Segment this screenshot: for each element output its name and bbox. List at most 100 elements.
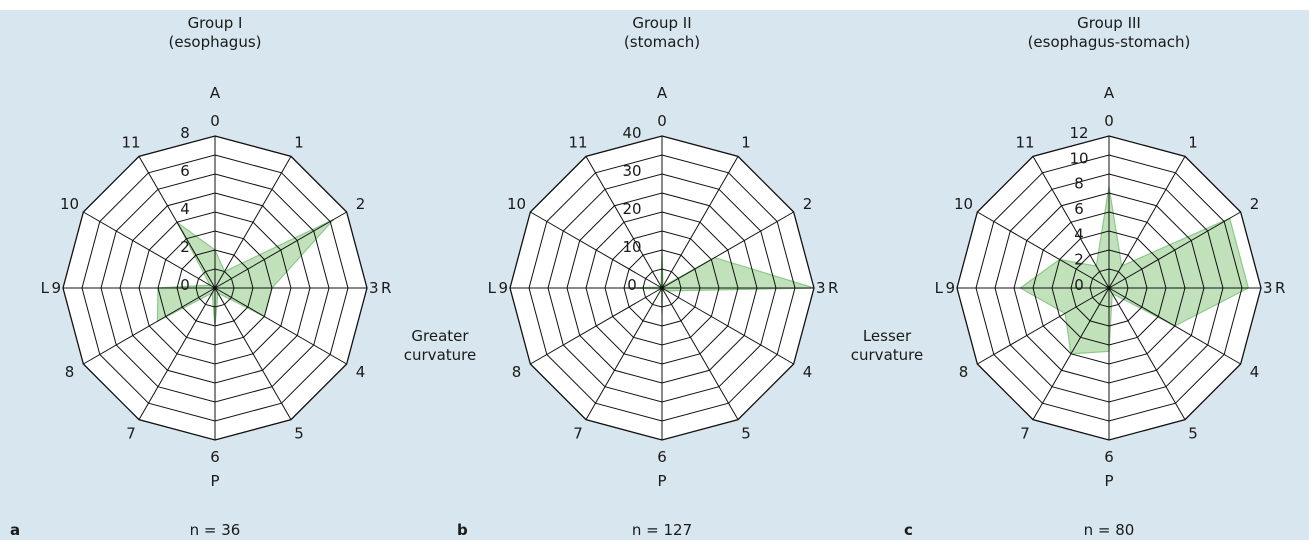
panel-b-axis-label: 11 — [568, 134, 587, 152]
panel-c-direction-label: L — [935, 279, 944, 297]
panel-a-axis-label: 6 — [210, 448, 220, 466]
panel-b-axis-label: 1 — [741, 134, 751, 152]
panel-b-axis-label: 4 — [803, 363, 813, 381]
panel-b-axis-label: 3 — [816, 279, 826, 297]
panel-c-spoke — [1108, 287, 1241, 365]
panel-a-axis-label: 2 — [356, 195, 366, 213]
panel-c-spoke — [1108, 211, 1241, 289]
panel-a-axis-label: 5 — [294, 424, 304, 442]
panel-a-title-line-1: Group I — [188, 14, 243, 32]
panel-a-spoke — [83, 211, 216, 289]
panel-b-spoke — [661, 211, 794, 289]
panel-c-axis-label: 9 — [945, 279, 955, 297]
side-label-greater-curvature-line-2: curvature — [404, 346, 476, 364]
panel-a-title-line-2: (esophagus) — [169, 33, 262, 51]
panel-c-spoke — [977, 211, 1110, 289]
panel-a-n-label: n = 36 — [190, 521, 241, 539]
panel-a-axis-label: 9 — [51, 279, 61, 297]
panel-c-axis-label: 10 — [954, 195, 973, 213]
panel-c-spoke — [1032, 287, 1110, 420]
panel-c-axis-label: 3 — [1263, 279, 1273, 297]
panel-c-axis-label: 8 — [959, 363, 969, 381]
side-label-lesser-curvature-line-2: curvature — [851, 346, 923, 364]
panel-a-spoke — [138, 156, 216, 289]
panel-a-spoke — [214, 211, 347, 289]
panel-c-panel-letter: c — [904, 521, 913, 539]
panel-c-axis-label: 7 — [1020, 424, 1030, 442]
panel-a-spoke — [83, 287, 216, 365]
panel-c-tick-label: 6 — [1074, 200, 1084, 218]
panel-b-title-line-2: (stomach) — [624, 33, 700, 51]
panel-c-tick-label: 10 — [1069, 149, 1088, 167]
panel-a-axis-label: 1 — [294, 134, 304, 152]
panel-c-axis-label: 2 — [1250, 195, 1260, 213]
panel-b-tick-label: 10 — [622, 238, 641, 256]
radar-charts-svg: Greater curvature Lesser curvature 0 2 4 6 8… — [10, 14, 1285, 539]
panel-b-spoke — [661, 156, 739, 289]
panel-b-axis-label: 0 — [657, 112, 667, 130]
side-label-greater-curvature-line-1: Greater — [411, 327, 469, 345]
panel-b-tick-label: 20 — [622, 200, 641, 218]
panel-c-axis-label: 0 — [1104, 112, 1114, 130]
panel-c-spoke — [1108, 287, 1186, 420]
panel-a-axis-label: 3 — [369, 279, 379, 297]
panel-b-spoke — [530, 211, 663, 289]
panel-b-direction-label: P — [657, 472, 666, 490]
panel-b-axis-label: 5 — [741, 424, 751, 442]
panel-c-spoke — [977, 287, 1110, 365]
panel-a-direction-label: A — [210, 84, 221, 102]
panel-c-title-line-2: (esophagus-stomach) — [1028, 33, 1191, 51]
panel-c-title-line-1: Group III — [1077, 14, 1141, 32]
side-label-lesser-curvature-line-1: Lesser — [863, 327, 912, 345]
panel-a-tick-label: 6 — [180, 162, 190, 180]
panel-a-direction-label: P — [210, 472, 219, 490]
panel-b-spoke — [585, 287, 663, 420]
panel-b-tick-label: 30 — [622, 162, 641, 180]
panel-a-tick-label: 8 — [180, 124, 190, 142]
panel-c-tick-label: 2 — [1074, 251, 1084, 269]
panel-c-axis-label: 1 — [1188, 134, 1198, 152]
panel-a-axis-label: 11 — [121, 134, 140, 152]
panel-c-axis-label: 11 — [1015, 134, 1034, 152]
panel-b-direction-label: R — [828, 279, 838, 297]
panel-b-spoke — [530, 287, 663, 365]
panel-b-axis-label: 6 — [657, 448, 667, 466]
panel-a-axis-label: 7 — [126, 424, 136, 442]
panel-b-tick-label: 40 — [622, 124, 641, 142]
radar-chart-figure: Greater curvature Lesser curvature 0 2 4 6 8… — [0, 10, 1309, 540]
panel-c-direction-label: A — [1104, 84, 1115, 102]
panel-c-direction-label: R — [1275, 279, 1285, 297]
panel-b-axis-label: 2 — [803, 195, 813, 213]
panel-b-tick-label: 0 — [627, 276, 637, 294]
panel-b-axis-label: 10 — [507, 195, 526, 213]
panel-c-spoke — [1032, 156, 1110, 289]
panel-b-axis-label: 8 — [512, 363, 522, 381]
panel-c-direction-label: P — [1104, 472, 1113, 490]
panel-c-axis-label: 4 — [1250, 363, 1260, 381]
panel-a-direction-label: R — [381, 279, 391, 297]
panel-c-tick-label: 12 — [1069, 124, 1088, 142]
panel-b-direction-label: A — [657, 84, 668, 102]
panel-a-panel-letter: a — [10, 521, 20, 539]
panel-a-tick-label: 2 — [180, 238, 190, 256]
panel-a-axis-label: 4 — [356, 363, 366, 381]
panel-b-title-line-1: Group II — [632, 14, 691, 32]
panel-b-axis-label: 7 — [573, 424, 583, 442]
panel-c-axis-label: 6 — [1104, 448, 1114, 466]
panel-a-axis-label: 8 — [65, 363, 75, 381]
panel-b-axis-label: 9 — [498, 279, 508, 297]
panel-a-axis-label: 0 — [210, 112, 220, 130]
panel-b-panel-letter: b — [457, 521, 468, 539]
panel-c-tick-label: 0 — [1074, 276, 1084, 294]
panel-b-spoke — [661, 287, 739, 420]
panel-a-tick-label: 4 — [180, 200, 190, 218]
panel-b-spoke — [661, 287, 794, 365]
panel-a-tick-label: 0 — [180, 276, 190, 294]
panel-a-spoke — [214, 287, 292, 420]
panel-c-tick-label: 4 — [1074, 225, 1084, 243]
panel-c-axis-label: 5 — [1188, 424, 1198, 442]
panel-c-spoke — [1108, 156, 1186, 289]
panel-b-direction-label: L — [488, 279, 497, 297]
panel-a-axis-label: 10 — [60, 195, 79, 213]
panel-a-direction-label: L — [41, 279, 50, 297]
